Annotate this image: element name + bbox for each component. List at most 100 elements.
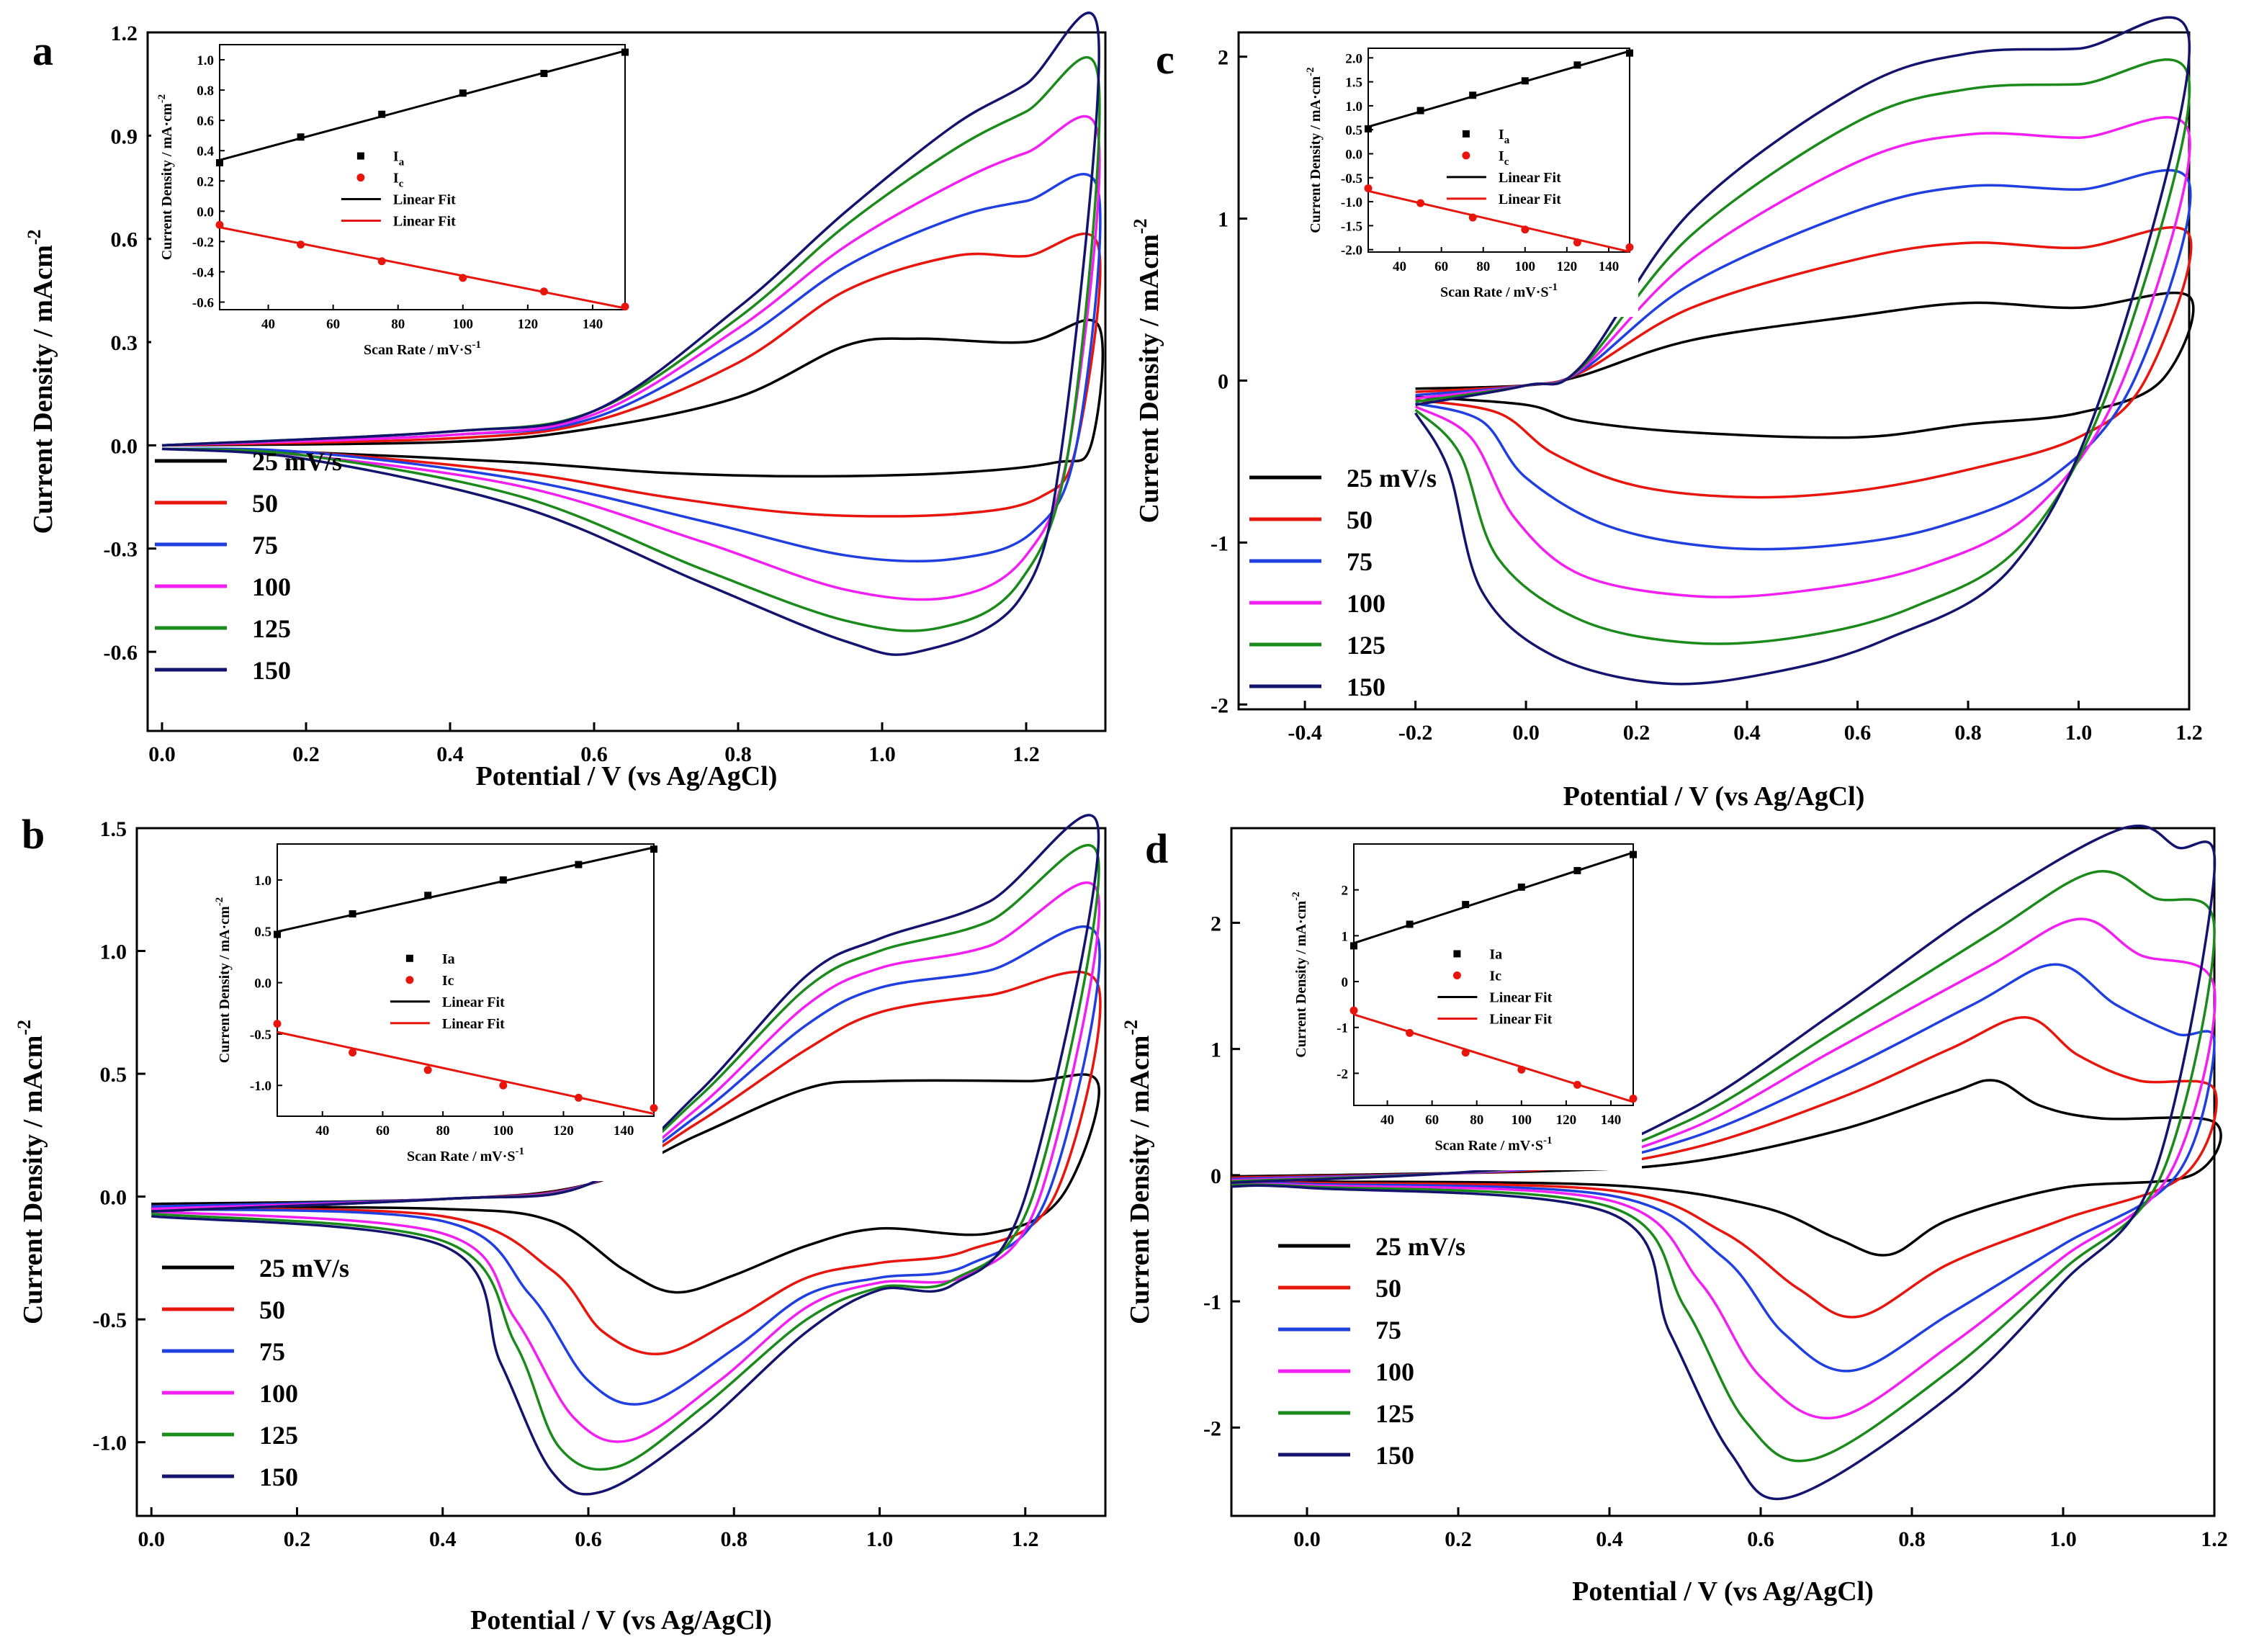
- inset-point-ia: [459, 89, 467, 97]
- legend-label: 100: [1347, 589, 1386, 618]
- x-tick-label: 0.6: [575, 1527, 602, 1551]
- inset-point-ic: [377, 257, 386, 266]
- x-tick-label: 0.4: [1596, 1527, 1623, 1551]
- y-tick-label: 0: [1211, 1164, 1221, 1188]
- y-tick-label: -2: [1203, 1417, 1221, 1440]
- x-tick-label: 0.2: [292, 742, 320, 766]
- panel-letter-d: d: [1145, 825, 1168, 872]
- inset-legend-marker: [405, 954, 413, 962]
- legend-label: 25 mV/s: [1375, 1232, 1465, 1261]
- y-tick-label: 2: [1211, 912, 1221, 935]
- inset-point-ia: [1630, 850, 1637, 858]
- panel-c: -0.4 -0.2 0.0 0.2 0.4 0.6 0.8 1.0 1.2 -2 -1 0 1 2 Pote…: [1130, 16, 2203, 812]
- inset-fit-line-ic: [277, 1031, 655, 1115]
- y-tick-label: 0.0: [111, 434, 138, 458]
- legend-label: 50: [259, 1296, 285, 1324]
- legend-label: 75: [252, 531, 278, 560]
- inset-point-ia: [424, 892, 432, 899]
- y-tick-label: -1.0: [93, 1432, 127, 1455]
- inset-x-tick-label: 40: [261, 317, 275, 332]
- panel-letter-b: b: [22, 811, 45, 858]
- cv-curve-25mvs: [1231, 1079, 2222, 1257]
- inset-c: 40 60 80 100 120 140 -2.0 -1.5 -1.0 -0.5 0.0 0.5 1.0…: [1300, 40, 1638, 317]
- inset-point-ic: [459, 274, 467, 282]
- panel-d: 0.0 0.2 0.4 0.6 0.8 1.0 1.2 -2 -1 0 1 2 Potential / …: [1120, 824, 2228, 1607]
- cv-curve-75: [161, 173, 1102, 563]
- inset-y-tick-label: -0.5: [250, 1028, 271, 1043]
- inset-d: 40 60 80 100 120 140 -2 -1 0 1 2 Scan Rate / mV·S-1…: [1285, 835, 1642, 1170]
- legend-label: 125: [259, 1421, 298, 1450]
- inset-fit-line-ic: [1367, 189, 1630, 253]
- y-tick-label: 1: [1218, 208, 1229, 232]
- inset-y-label: Current Density / mA·cm-2: [156, 94, 175, 260]
- inset-a: 40 60 80 100 120 140 -0.6 -0.4 -0.2 0.0 0.2 0.4 0.6 0…: [151, 36, 634, 374]
- inset-legend-marker: [1462, 130, 1470, 138]
- inset-point-ia: [1469, 91, 1477, 99]
- inset-point-ic: [297, 241, 305, 249]
- y-tick-label: 0.0: [100, 1186, 127, 1210]
- inset-frame: [219, 44, 626, 310]
- x-tick-label: 0.8: [1954, 721, 1982, 745]
- x-tick-label: 1.2: [1012, 742, 1040, 766]
- inset-point-ia: [1406, 920, 1414, 928]
- legend-label: 100: [259, 1379, 298, 1408]
- panel-letter-a: a: [32, 27, 53, 74]
- x-tick-label: 0.2: [1445, 1527, 1472, 1551]
- inset-point-ic: [1416, 199, 1425, 207]
- cv-curve-75: [1231, 963, 2216, 1373]
- inset-point-ic: [1461, 1049, 1470, 1057]
- inset-x-tick-label: 140: [1601, 1113, 1622, 1128]
- x-tick-label: 1.2: [2201, 1527, 2228, 1551]
- inset-point-ic: [574, 1093, 583, 1102]
- cv-curve-125: [1414, 58, 2191, 645]
- cv-curve-150: [161, 12, 1100, 656]
- inset-legend-marker: [405, 976, 414, 984]
- y-tick-label: 0.9: [111, 125, 138, 148]
- panel-a: 0.0 0.2 0.4 0.6 0.8 1.0 1.2 -0.6 -0.3 0.0 0.3 0.6 0.…: [24, 12, 1107, 791]
- cv-curve-50: [1415, 226, 2193, 499]
- inset-point-ia: [650, 845, 657, 853]
- inset-x-tick-label: 140: [614, 1123, 634, 1139]
- inset-x-tick-label: 120: [553, 1123, 574, 1139]
- x-tick-label: 0.6: [580, 742, 608, 766]
- inset-legend-label: Linear Fit: [393, 214, 456, 230]
- x-tick-label: 1.2: [2175, 721, 2203, 745]
- y-axis-label: Current Density / mAcm-2: [24, 229, 58, 534]
- inset-point-ia: [575, 861, 583, 868]
- inset-legend-label: Ia: [1499, 127, 1510, 146]
- y-axis-label: Current Density / mAcm-2: [1130, 218, 1164, 523]
- inset-point-ia: [1350, 942, 1357, 950]
- cv-curve-150: [1414, 16, 2191, 686]
- inset-point-ia: [1626, 49, 1633, 57]
- x-tick-label: 0.4: [436, 742, 464, 766]
- inset-legend-label: Linear Fit: [1499, 170, 1561, 186]
- x-tick-label: 1.2: [1012, 1527, 1039, 1551]
- x-axis-label: Potential / V (vs Ag/AgCl): [1572, 1576, 1874, 1607]
- legend-label: 150: [252, 656, 291, 685]
- x-tick-label: 0.6: [1747, 1527, 1774, 1551]
- inset-y-tick-label: 2: [1342, 884, 1349, 899]
- inset-point-ic: [1349, 1006, 1358, 1015]
- inset-y-label: Current Density / mA·cm-2: [1305, 67, 1324, 233]
- legend-label: 50: [1375, 1274, 1401, 1303]
- x-tick-label: 0.4: [1733, 721, 1761, 745]
- cv-curve-75: [1415, 169, 2192, 551]
- legend-label: 150: [1347, 673, 1386, 701]
- inset-point-ic: [1521, 225, 1530, 234]
- x-tick-label: 0.6: [1844, 721, 1872, 745]
- x-axis-label: Potential / V (vs Ag/AgCl): [1563, 781, 1865, 812]
- inset-legend-marker: [1453, 950, 1461, 958]
- inset-x-tick-label: 60: [376, 1123, 390, 1139]
- legend-label: 75: [1375, 1316, 1401, 1345]
- legend-label: 75: [259, 1337, 285, 1366]
- y-tick-label: 2: [1218, 46, 1229, 70]
- inset-background: [1285, 835, 1642, 1170]
- inset-point-ia: [216, 159, 223, 167]
- x-axis-label: Potential / V (vs Ag/AgCl): [470, 1605, 772, 1635]
- inset-point-ic: [621, 302, 629, 311]
- inset-y-tick-label: 1.0: [197, 53, 214, 68]
- cv-curve-100: [1231, 917, 2217, 1420]
- inset-frame: [1353, 843, 1634, 1106]
- inset-point-ia: [274, 930, 281, 938]
- inset-point-ia: [1517, 883, 1525, 891]
